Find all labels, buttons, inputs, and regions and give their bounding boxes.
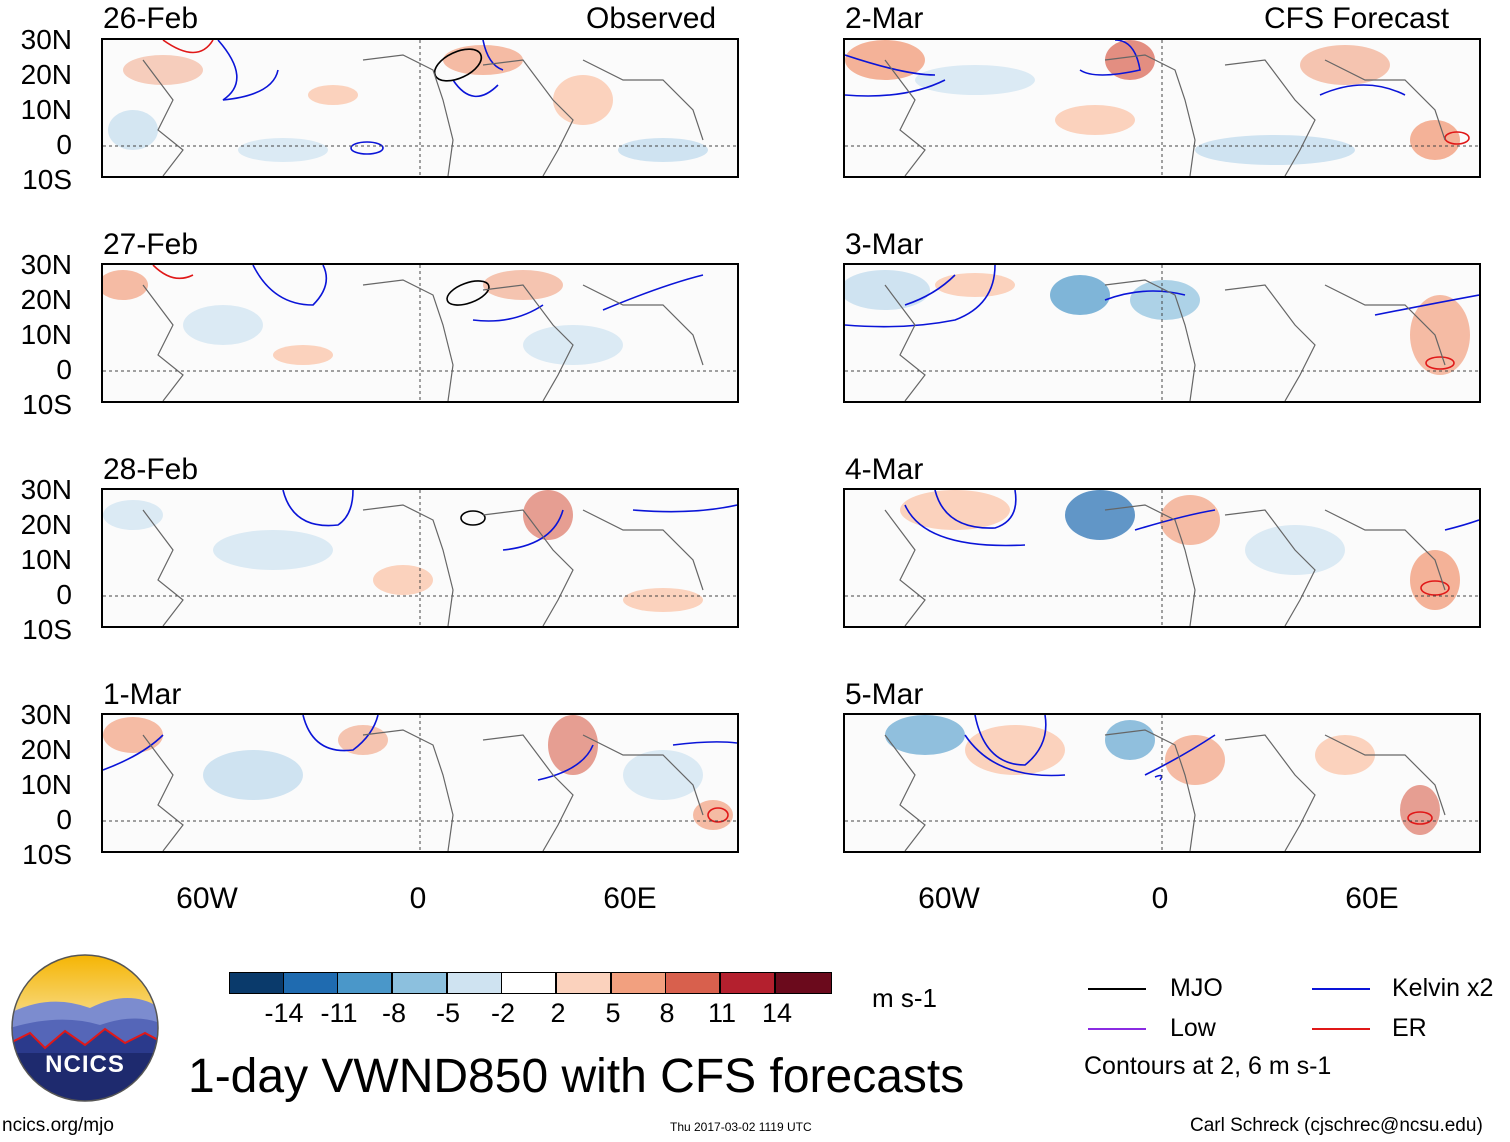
lon-label: 60W	[176, 882, 238, 915]
footer-url[interactable]: ncics.org/mjo	[2, 1115, 114, 1136]
legend-label-low: Low	[1170, 1014, 1216, 1042]
lat-label: 10S	[22, 839, 72, 870]
colorbar-label: 14	[761, 998, 793, 1028]
lat-label: 10S	[22, 614, 72, 645]
lat-label: 0	[56, 804, 72, 835]
lat-label: 30N	[20, 249, 72, 280]
map-panel-fc-3-mar	[843, 263, 1481, 403]
lon-label: 60E	[603, 882, 657, 915]
footer-author: Carl Schreck (cjschrec@ncsu.edu)	[1190, 1115, 1483, 1136]
colorbar-swatch	[337, 972, 392, 994]
lon-label: 60E	[1345, 882, 1399, 915]
map-panel-obs-28-feb	[101, 488, 739, 628]
lat-label: 10N	[20, 769, 72, 800]
lat-label: 10S	[22, 164, 72, 195]
colorbar-label: 2	[550, 998, 566, 1028]
legend-label-kelvin: Kelvin x2	[1392, 974, 1494, 1002]
lon-label: 0	[409, 882, 427, 915]
legend-label-er: ER	[1392, 1014, 1427, 1042]
lat-label: 10N	[20, 544, 72, 575]
colorbar-swatch	[447, 972, 502, 994]
map-panel-obs-1-mar	[101, 713, 739, 853]
observed-title: Observed	[586, 2, 717, 35]
panel-date-fc-2: 3-Mar	[845, 228, 924, 261]
map-panel-obs-27-feb	[101, 263, 739, 403]
logo-text: NCICS	[45, 1051, 125, 1078]
colorbar-label: -5	[435, 998, 460, 1028]
main-title: 1-day VWND850 with CFS forecasts	[188, 1050, 965, 1103]
lat-label: 10N	[20, 319, 72, 350]
map-panel-fc-4-mar	[843, 488, 1481, 628]
map-panel-obs-26-feb	[101, 38, 739, 178]
lon-label: 60W	[918, 882, 980, 915]
units-label: m s-1	[872, 983, 937, 1013]
colorbar-swatch	[501, 972, 556, 994]
colorbar-swatch	[392, 972, 447, 994]
colorbar-swatch	[720, 972, 775, 994]
panel-date-fc-1: 2-Mar	[845, 2, 924, 35]
colorbar-label: -11	[320, 998, 358, 1028]
colorbar-label: -14	[264, 998, 304, 1028]
kelvin-legend-line	[1312, 988, 1370, 990]
ncics-logo: NCICS	[10, 953, 160, 1103]
contours-note: Contours at 2, 6 m s-1	[1084, 1052, 1332, 1080]
panel-date-obs-3: 28-Feb	[103, 453, 199, 486]
colorbar-swatch	[229, 972, 284, 994]
colorbar-swatch	[775, 972, 832, 994]
er-legend-line	[1312, 1028, 1370, 1030]
colorbar-label: -2	[490, 998, 515, 1028]
lat-label: 30N	[20, 474, 72, 505]
lat-label: 20N	[20, 734, 72, 765]
map-panel-fc-5-mar	[843, 713, 1481, 853]
lat-label: 0	[56, 354, 72, 385]
panel-date-obs-2: 27-Feb	[103, 228, 199, 261]
colorbar-label: 11	[707, 998, 737, 1028]
colorbar-swatch	[611, 972, 666, 994]
lat-label: 0	[56, 129, 72, 160]
panel-date-fc-4: 5-Mar	[845, 678, 924, 711]
panel-date-fc-3: 4-Mar	[845, 453, 924, 486]
lon-label: 0	[1151, 882, 1169, 915]
lat-label: 20N	[20, 509, 72, 540]
forecast-title: CFS Forecast	[1264, 2, 1450, 35]
lat-label: 10S	[22, 389, 72, 420]
panel-date-obs-1: 26-Feb	[103, 2, 199, 35]
colorbar-label: 5	[605, 998, 621, 1028]
colorbar-swatch	[556, 972, 611, 994]
lat-label: 0	[56, 579, 72, 610]
lat-label: 20N	[20, 59, 72, 90]
lat-label: 20N	[20, 284, 72, 315]
lat-label: 30N	[20, 699, 72, 730]
lat-label: 10N	[20, 94, 72, 125]
colorbar-swatch	[283, 972, 338, 994]
colorbar-label: 8	[659, 998, 675, 1028]
footer-timestamp: Thu 2017-03-02 1119 UTC	[670, 1120, 812, 1134]
lat-label: 30N	[20, 24, 72, 55]
panel-date-obs-4: 1-Mar	[103, 678, 182, 711]
colorbar-swatch	[665, 972, 720, 994]
mjo-legend-line	[1088, 988, 1146, 990]
colorbar-label: -8	[381, 998, 406, 1028]
legend-label-mjo: MJO	[1170, 974, 1223, 1002]
map-panel-fc-2-mar	[843, 38, 1481, 178]
low-legend-line	[1088, 1028, 1146, 1030]
